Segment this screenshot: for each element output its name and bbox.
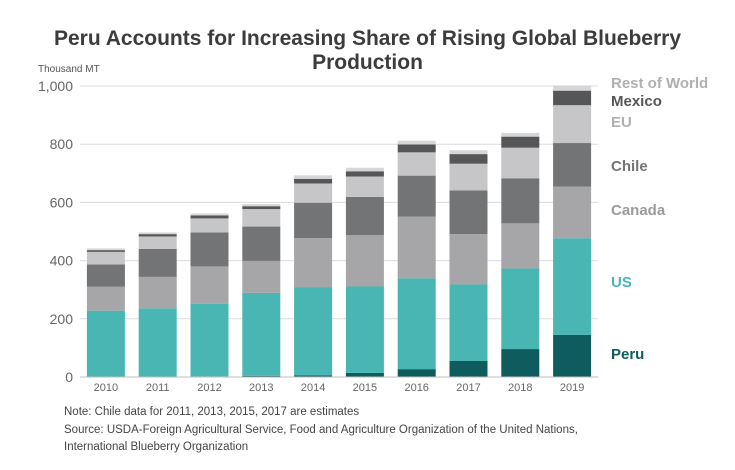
- x-tick-label: 2015: [353, 382, 377, 394]
- bar-segment-canada: [294, 238, 333, 288]
- bar-segment-us: [138, 308, 177, 377]
- bar-segment-us: [190, 303, 229, 377]
- x-tick-label: 2014: [301, 382, 325, 394]
- bar-segment-mexico: [242, 206, 281, 210]
- bar-segment-canada: [138, 276, 177, 309]
- bar-segment-rest-of-world: [501, 132, 540, 137]
- bar-segment-canada: [501, 223, 540, 269]
- note-text: Note: Chile data for 2011, 2013, 2015, 2…: [64, 406, 360, 418]
- bar-segment-chile: [553, 143, 592, 187]
- y-tick-label: 600: [50, 194, 74, 210]
- bar-segment-mexico: [397, 144, 436, 153]
- bar-segment-eu: [86, 251, 125, 265]
- y-tick-label: 1,000: [38, 78, 73, 94]
- bar-segment-peru: [449, 360, 488, 377]
- bar-segment-mexico: [449, 154, 488, 164]
- bar-segment-chile: [190, 232, 229, 267]
- y-tick-label: 200: [50, 311, 74, 327]
- bar-segment-eu: [345, 176, 384, 197]
- bar-segment-canada: [86, 286, 125, 311]
- bar-segment-us: [449, 284, 488, 361]
- legend-label-rest-of-world: Rest of World: [611, 75, 708, 92]
- bar-segment-us: [397, 278, 436, 370]
- bar-segment-rest-of-world: [553, 85, 592, 91]
- bar-segment-peru: [345, 372, 384, 377]
- bar-segment-peru: [397, 369, 436, 377]
- bar-segment-eu: [553, 105, 592, 144]
- bar-segment-mexico: [553, 90, 592, 106]
- bar-segment-eu: [397, 152, 436, 176]
- y-tick-label: 400: [50, 253, 74, 269]
- bar-segment-rest-of-world: [190, 213, 229, 216]
- bar-segment-peru: [242, 375, 281, 377]
- bar-segment-eu: [190, 218, 229, 233]
- bar-segment-chile: [397, 175, 436, 217]
- bar-segment-mexico: [138, 234, 177, 237]
- x-tick-label: 2019: [560, 382, 584, 394]
- x-tick-label: 2012: [197, 382, 221, 394]
- legend-label-eu: EU: [611, 114, 632, 131]
- bar-segment-us: [86, 310, 125, 377]
- bar-segment-us: [501, 268, 540, 350]
- chart-title: Peru Accounts for Increasing Share of Ri…: [53, 27, 682, 74]
- legend-label-canada: Canada: [611, 202, 666, 219]
- bar-segment-rest-of-world: [345, 167, 384, 172]
- bar-segment-eu: [449, 163, 488, 191]
- bar-segment-chile: [86, 264, 125, 287]
- x-tick-label: 2010: [94, 382, 118, 394]
- bar-segment-mexico: [345, 171, 384, 177]
- bar-segment-canada: [553, 186, 592, 239]
- axes: 0 200 400 600 800 1,000 2010 2011 2012 2013 2014 20…: [38, 78, 598, 394]
- bars: [86, 85, 592, 377]
- bar-segment-mexico: [86, 250, 125, 252]
- bar-segment-eu: [294, 183, 333, 203]
- bar-segment-eu: [242, 209, 281, 227]
- bar-segment-rest-of-world: [138, 232, 177, 235]
- bar-segment-eu: [138, 236, 177, 249]
- bar-segment-chile: [449, 190, 488, 235]
- bar-segment-mexico: [190, 215, 229, 219]
- legend-label-mexico: Mexico: [611, 93, 662, 110]
- bar-segment-peru: [553, 334, 592, 377]
- bar-segment-chile: [501, 178, 540, 224]
- bar-segment-rest-of-world: [449, 150, 488, 155]
- bar-segment-chile: [345, 196, 384, 235]
- legend-label-peru: Peru: [611, 346, 644, 363]
- legend-label-chile: Chile: [611, 158, 648, 175]
- x-tick-label: 2018: [508, 382, 532, 394]
- bar-segment-peru: [294, 375, 333, 377]
- bar-segment-peru: [501, 349, 540, 377]
- x-tick-label: 2013: [249, 382, 273, 394]
- bar-segment-us: [294, 287, 333, 376]
- bar-segment-canada: [449, 234, 488, 285]
- x-tick-label: 2017: [456, 382, 480, 394]
- bar-segment-rest-of-world: [294, 175, 333, 179]
- source-text: Source: USDA-Foreign Agricultural Servic…: [64, 424, 578, 436]
- bar-segment-canada: [345, 234, 384, 287]
- bar-segment-rest-of-world: [86, 248, 125, 251]
- x-tick-label: 2011: [146, 382, 170, 394]
- bar-segment-eu: [501, 147, 540, 179]
- legend-label-us: US: [611, 274, 632, 291]
- bar-segment-us: [242, 292, 281, 376]
- bar-segment-us: [553, 238, 592, 335]
- y-tick-label: 0: [65, 369, 73, 385]
- y-unit-label: Thousand MT: [38, 64, 100, 75]
- bar-segment-us: [345, 286, 384, 373]
- source-text-continued: International Blueberry Organization: [64, 441, 249, 453]
- bar-segment-canada: [190, 266, 229, 304]
- y-tick-label: 800: [50, 136, 74, 152]
- bar-segment-canada: [397, 216, 436, 279]
- x-tick-label: 2016: [404, 382, 428, 394]
- bar-segment-canada: [242, 260, 281, 293]
- bar-segment-chile: [294, 202, 333, 239]
- bar-segment-mexico: [501, 136, 540, 148]
- bar-segment-rest-of-world: [397, 140, 436, 145]
- bar-segment-chile: [242, 226, 281, 261]
- bar-segment-mexico: [294, 178, 333, 184]
- bar-segment-rest-of-world: [242, 204, 281, 207]
- bar-segment-chile: [138, 248, 177, 277]
